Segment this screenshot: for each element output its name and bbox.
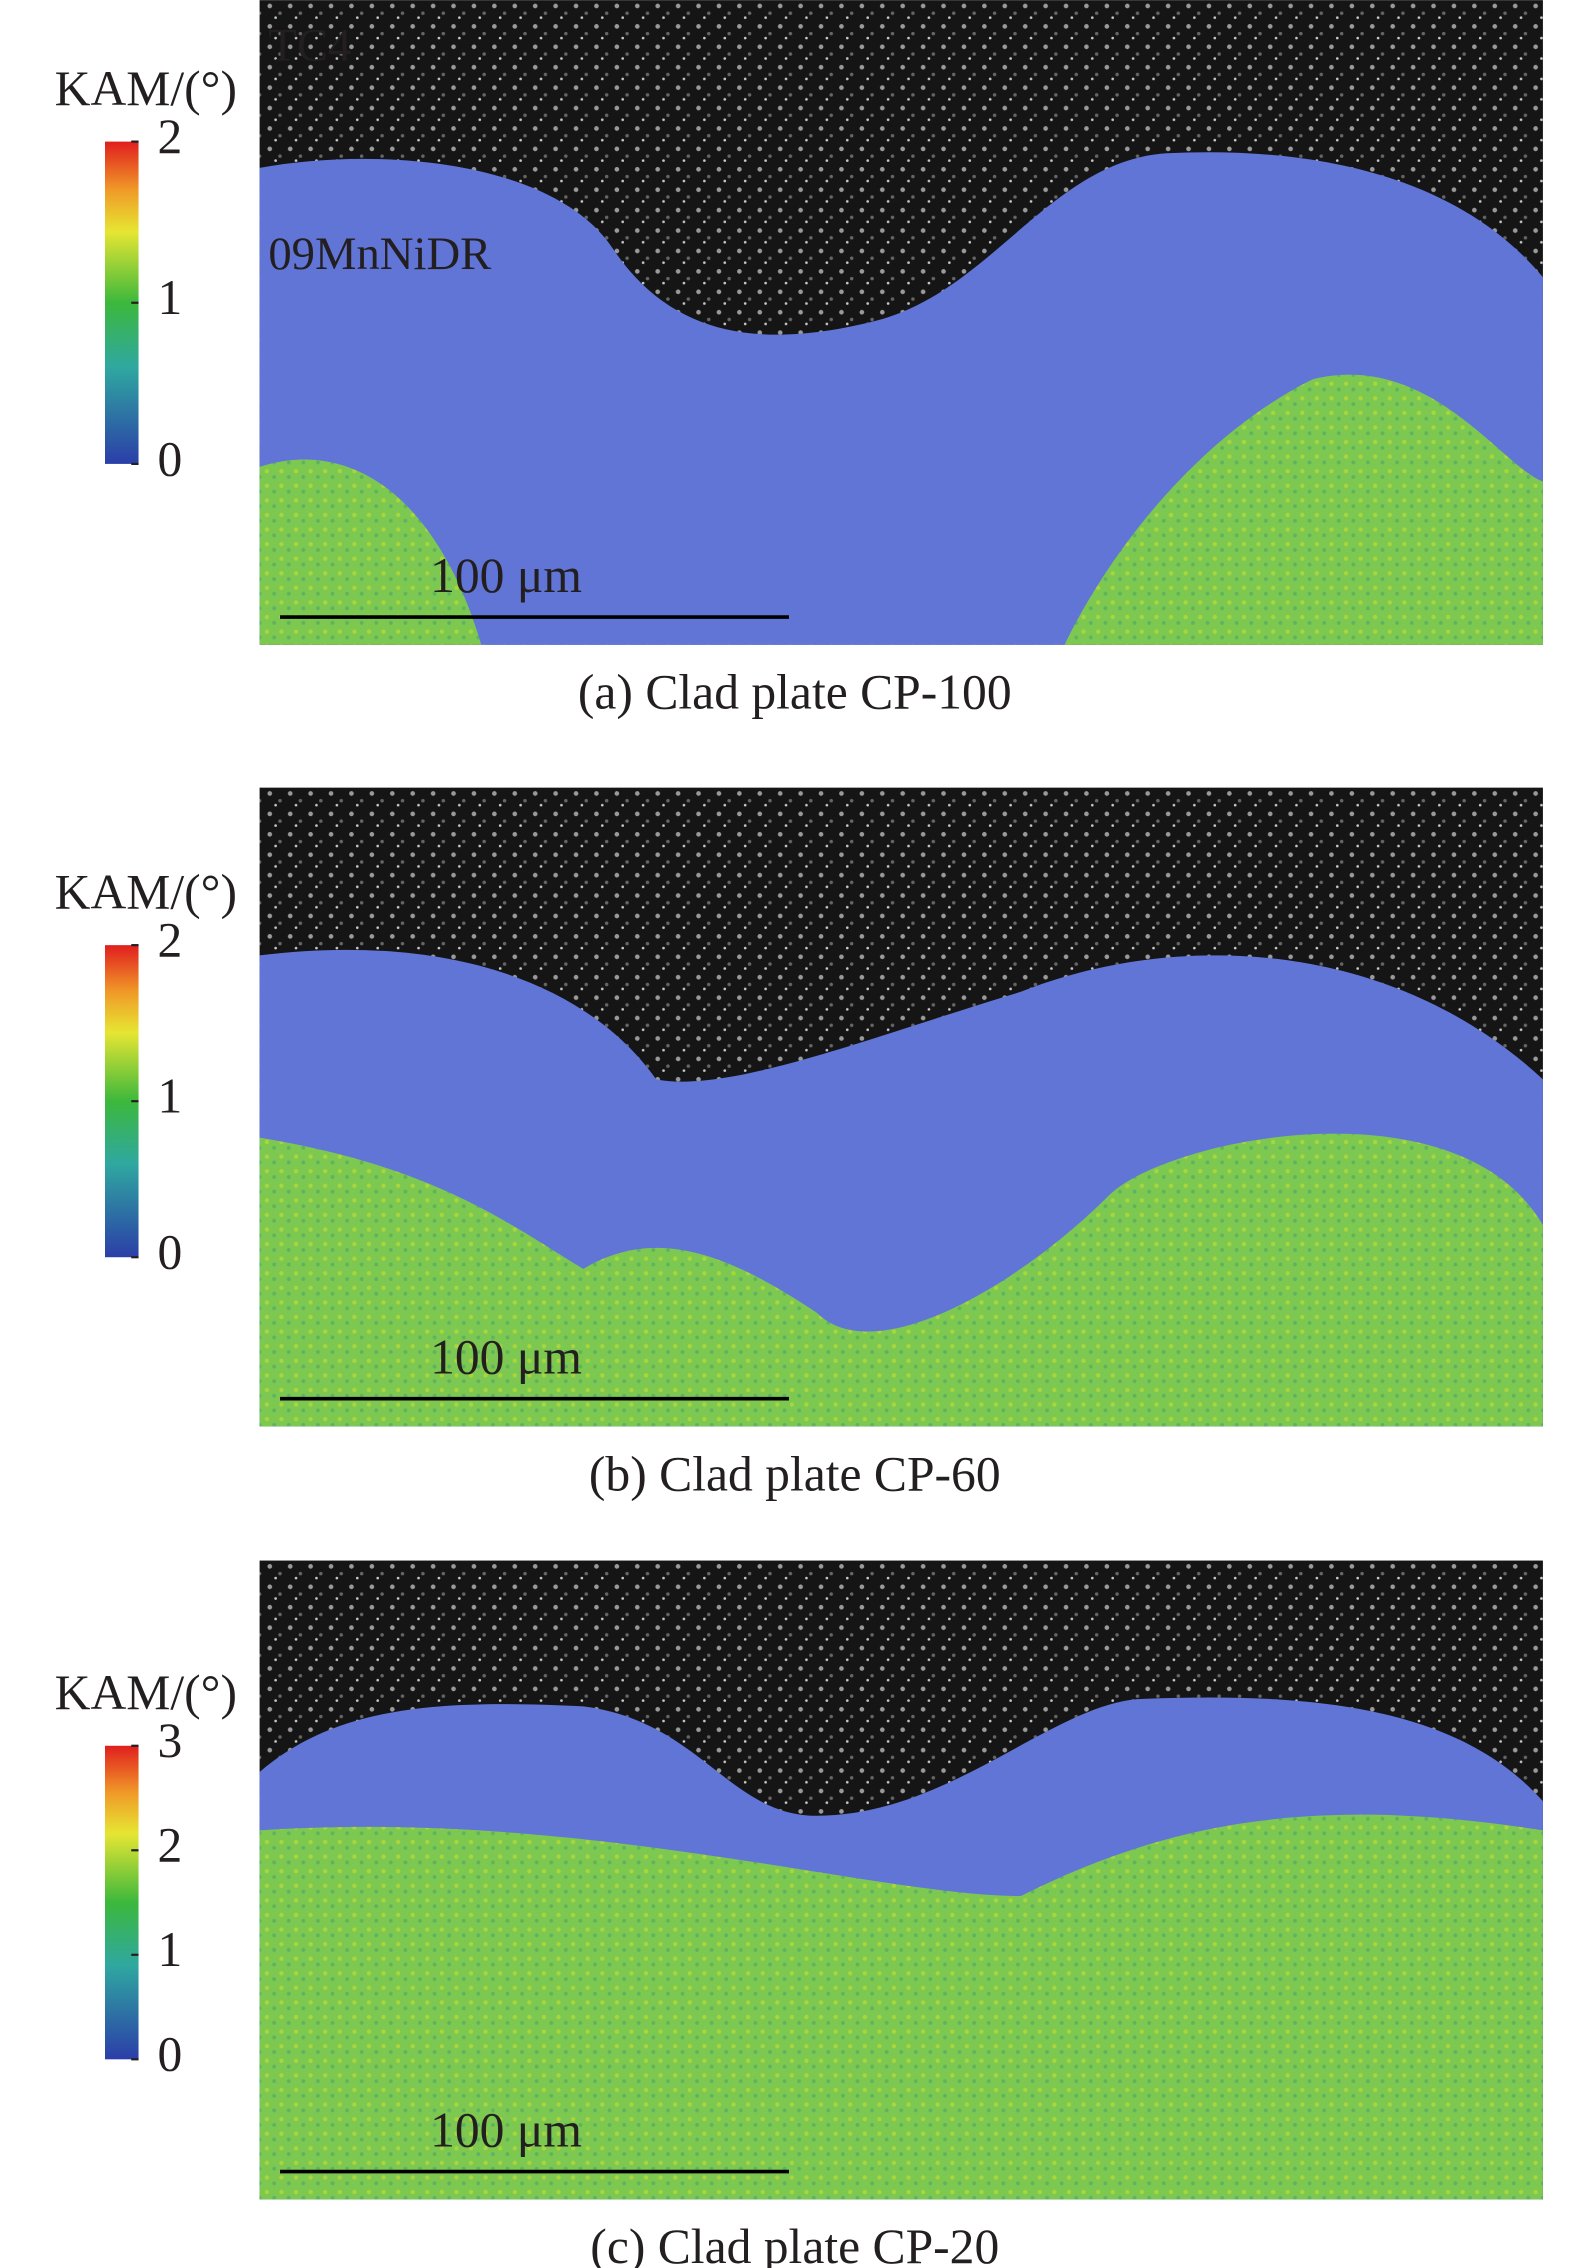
colorbar-tick-label: 0 [157,431,182,486]
caption: (a) Clad plate CP-100 [578,665,1012,720]
colorbar-tick-label: 3 [157,1713,182,1768]
colorbar-title: KAM/(°) [55,61,237,116]
colorbar-tick-label: 2 [157,913,182,968]
green-region [259,1814,1543,2200]
colorbar-tick-label: 0 [157,2027,182,2082]
caption: (b) Clad plate CP-60 [589,1446,1001,1501]
colorbar-tick-label: 0 [157,1225,182,1280]
region-label: TC4 [268,19,351,71]
colorbar-tick-label: 1 [157,1069,182,1124]
panel: KAM/(°) 0 1 2 3 100 μm (c) Clad plate CP-20 [55,1560,1543,2268]
green-region [259,1133,1543,1427]
colorbar-tick-label: 1 [157,1922,182,1977]
colorbar [105,1745,139,2060]
colorbar-title: KAM/(°) [55,864,237,919]
colorbar-title: KAM/(°) [55,1665,237,1720]
green-region [259,374,1543,645]
panel: KAM/(°) 0 1 2 100 μm (a) Clad plate CP-100 TC4… [55,0,1543,720]
scale-bar-label: 100 μm [430,548,582,603]
region-label: 09MnNiDR [268,228,492,280]
panel: KAM/(°) 0 1 2 100 μm (b) Clad plate CP-60 [55,787,1543,1501]
colorbar-tick-label: 2 [157,109,182,164]
colorbar-tick-label: 1 [157,270,182,325]
scale-bar-label: 100 μm [430,2103,582,2158]
colorbar-tick-label: 2 [157,1818,182,1873]
scale-bar-label: 100 μm [430,1330,582,1385]
caption: (c) Clad plate CP-20 [590,2219,999,2268]
